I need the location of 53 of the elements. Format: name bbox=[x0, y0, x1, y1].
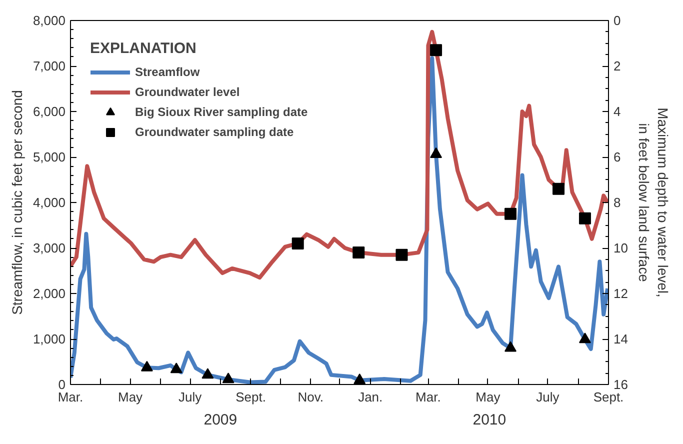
y-tick-label: 7,000 bbox=[32, 58, 66, 74]
y2-tick-label: 4 bbox=[614, 104, 621, 119]
point bbox=[430, 44, 442, 56]
point bbox=[552, 182, 565, 195]
y2-tick-label: 12 bbox=[614, 286, 628, 301]
y2-tick-label: 10 bbox=[614, 240, 628, 256]
point bbox=[578, 212, 591, 224]
point bbox=[292, 237, 304, 250]
point bbox=[352, 246, 365, 259]
legend-label: Streamflow bbox=[135, 64, 200, 80]
y-axis-title: Streamflow, in cubic feet per second bbox=[8, 90, 25, 315]
point bbox=[140, 360, 153, 372]
x-tick-label: Jan. bbox=[358, 390, 383, 404]
x-tick-label: May bbox=[476, 390, 501, 404]
x-tick-label: Sept. bbox=[236, 390, 266, 404]
text: 2009 bbox=[204, 412, 238, 428]
point bbox=[222, 372, 234, 384]
y-tick-label: 3,000 bbox=[32, 240, 66, 256]
legend-label: Groundwater sampling date bbox=[135, 124, 294, 140]
y-tick-label: 0 bbox=[58, 377, 66, 392]
y-tick-label: 8,000 bbox=[32, 13, 66, 28]
x-tick-label: July bbox=[536, 390, 560, 404]
y2-tick-label: 14 bbox=[614, 332, 628, 346]
x-tick-label: Mar. bbox=[416, 390, 441, 404]
y2-tick-label: 16 bbox=[614, 377, 628, 392]
y2-tick-label: 2 bbox=[614, 58, 621, 74]
y2-tick-label: 0 bbox=[614, 13, 621, 28]
x-tick-label: Sept. bbox=[593, 390, 624, 404]
line-series bbox=[70, 30, 608, 280]
y-tick-label: 2,000 bbox=[32, 286, 66, 301]
x-tick-label: Nov. bbox=[298, 390, 324, 404]
y-tick-label: 4,000 bbox=[32, 195, 66, 210]
point bbox=[170, 362, 182, 374]
y-tick-label: 6,000 bbox=[32, 104, 66, 119]
x-tick-label: July bbox=[178, 390, 202, 404]
legend-label: Big Sioux River sampling date bbox=[135, 104, 308, 120]
text: 2010 bbox=[472, 412, 506, 428]
point bbox=[430, 147, 442, 158]
x-tick-label: May bbox=[118, 390, 144, 404]
x-tick-label: Mar. bbox=[58, 390, 84, 404]
point bbox=[504, 341, 517, 352]
point bbox=[578, 332, 591, 344]
point bbox=[396, 248, 408, 261]
y2-tick-label: 8 bbox=[614, 195, 621, 210]
legend-title: EXPLANATION bbox=[90, 40, 198, 57]
point bbox=[354, 374, 366, 384]
y2-tick-label: 6 bbox=[614, 150, 621, 164]
y-tick-label: 1,000 bbox=[32, 332, 66, 346]
y2-axis-title: Maximum depth to water level, in feet below land surface bbox=[636, 108, 672, 298]
point bbox=[504, 208, 517, 220]
y-tick-label: 5,000 bbox=[32, 150, 66, 164]
point bbox=[202, 368, 214, 379]
legend-label: Groundwater level bbox=[135, 84, 240, 100]
